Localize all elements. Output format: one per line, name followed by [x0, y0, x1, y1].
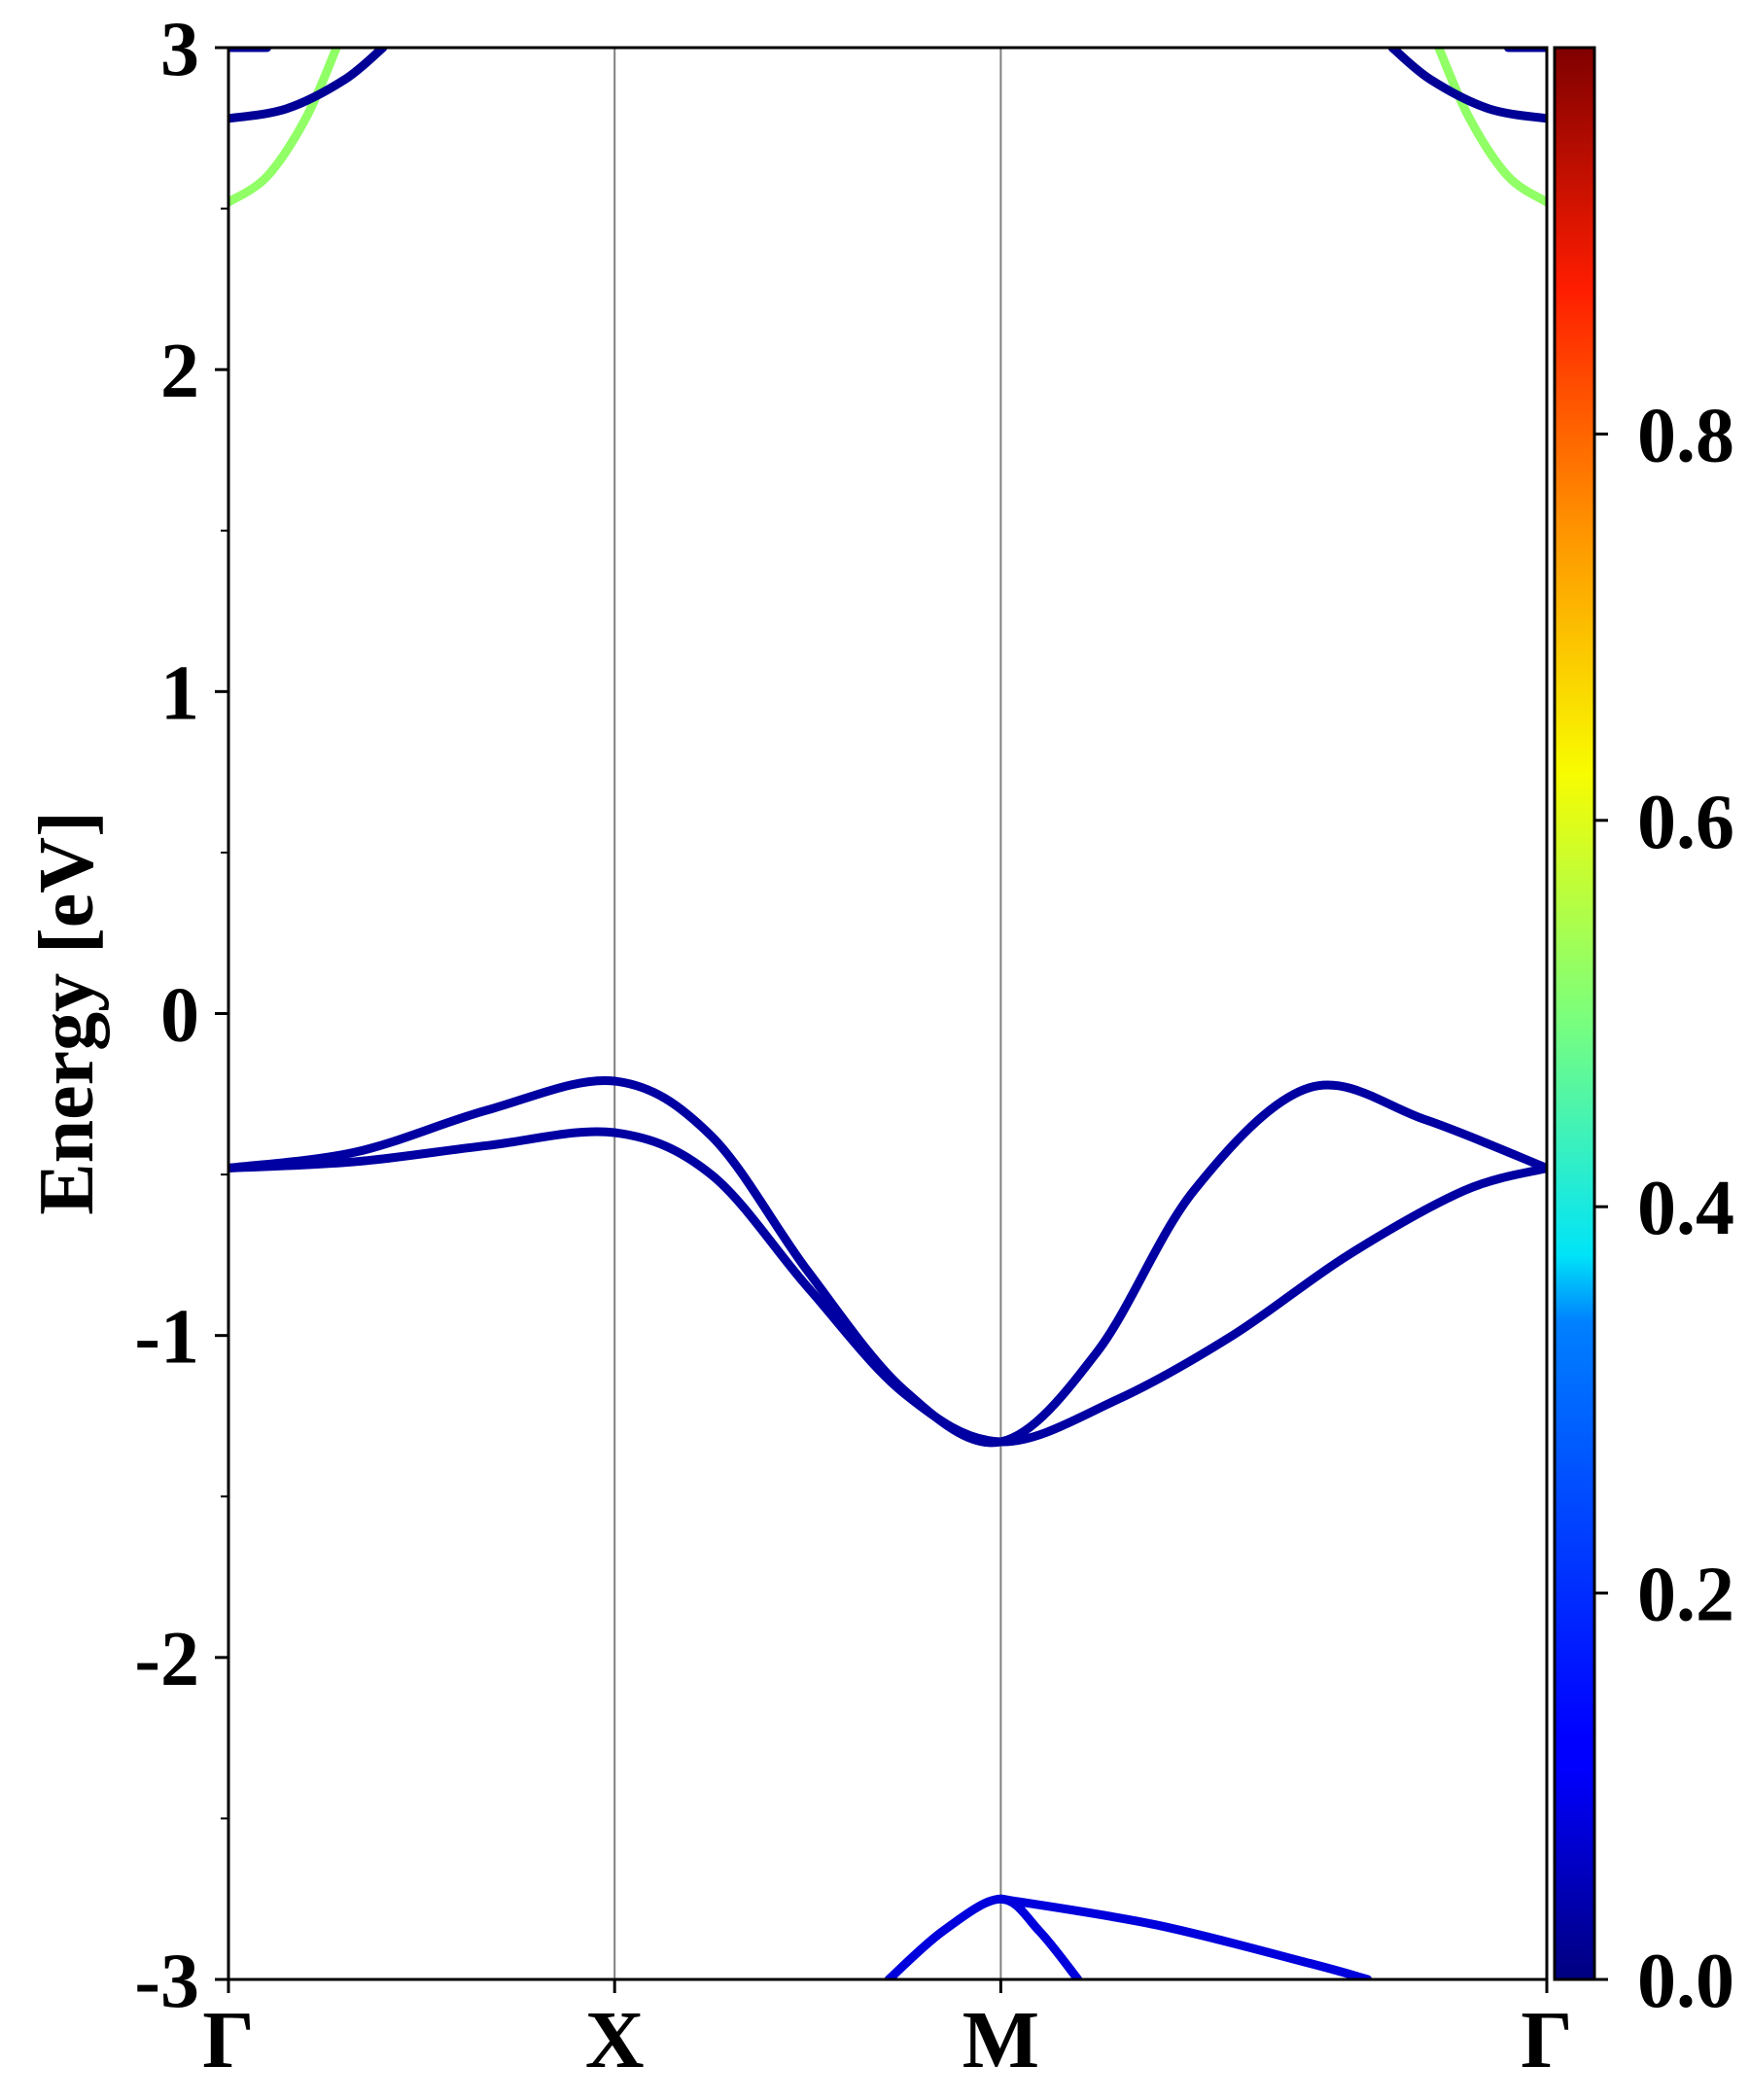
x-tick-label: Γ — [202, 1995, 254, 2085]
y-tick-label: -3 — [134, 1939, 199, 2024]
y-axis-ticks: 3 2 1 0 -1 -2 -3 — [134, 7, 228, 2024]
y-tick-label: -1 — [134, 1295, 199, 1381]
high-symmetry-lines — [613, 48, 1002, 1979]
band-line-8 — [1387, 48, 1547, 123]
x-tick-label: X — [585, 1995, 645, 2085]
band-line-6 — [228, 48, 388, 123]
y-axis-label: Energy [eV] — [24, 811, 110, 1214]
band-lines — [228, 48, 1547, 1979]
colorbar-ticks: 0.0 0.2 0.4 0.6 0.8 — [1594, 393, 1734, 2024]
y-tick-label: 1 — [160, 650, 199, 736]
colorbar-tick-label: 0.0 — [1637, 1939, 1734, 2024]
plot-frame — [227, 46, 1549, 1981]
x-tick-label: Γ — [1521, 1995, 1572, 2085]
y-tick-label: 2 — [160, 329, 199, 414]
colorbar-tick-label: 0.6 — [1637, 780, 1734, 865]
band-line-1 — [228, 1075, 1547, 1448]
colorbar-tick-label: 0.2 — [1637, 1553, 1734, 1638]
x-tick-label: M — [962, 1995, 1039, 2085]
band-line-4 — [996, 1894, 1373, 1979]
band-line-5 — [228, 48, 341, 207]
y-tick-label: -2 — [134, 1617, 199, 1702]
colorbar-tick-label: 0.8 — [1637, 393, 1734, 478]
band-line-3 — [884, 1894, 1083, 1979]
y-tick-label: 3 — [160, 7, 199, 92]
colorbar — [1553, 46, 1596, 1981]
colorbar-tick-label: 0.4 — [1637, 1166, 1734, 1251]
y-tick-label: 0 — [160, 973, 199, 1059]
band-line-2 — [228, 1127, 1547, 1447]
band-line-7 — [1434, 48, 1547, 207]
